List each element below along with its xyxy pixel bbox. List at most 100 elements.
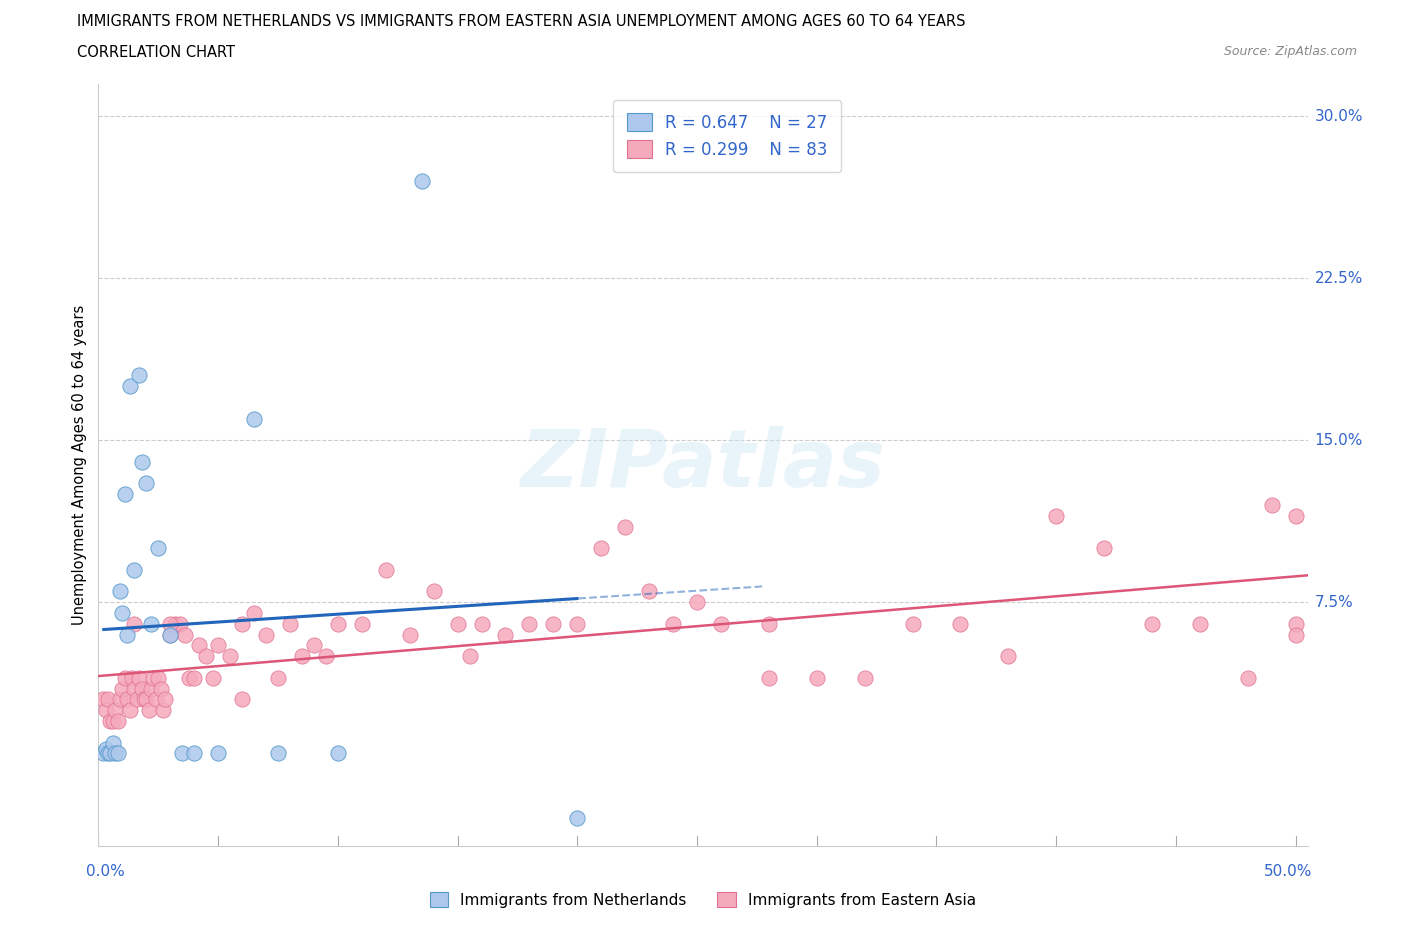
Point [458,649,481,664]
Point [155,692,177,707]
Point [267,671,290,685]
Point [104,746,127,761]
Point [107,746,129,761]
Point [115,627,138,642]
Point [1092,540,1115,555]
Point [495,627,517,642]
Point [411,174,433,189]
Point [219,649,242,664]
Point [758,617,780,631]
Point [806,671,828,685]
Point [1284,627,1306,642]
Point [128,671,150,685]
Text: Source: ZipAtlas.com: Source: ZipAtlas.com [1223,45,1357,58]
Point [567,811,589,826]
Point [470,617,492,631]
Point [519,617,541,631]
Point [614,519,637,534]
Point [901,617,924,631]
Point [97,746,120,761]
Point [135,692,157,707]
Point [183,746,205,761]
Point [374,563,396,578]
Point [591,540,613,555]
Point [267,746,290,761]
Point [163,617,186,631]
Point [202,671,225,685]
Point [159,627,181,642]
Point [148,540,170,555]
Point [291,649,314,664]
Point [188,638,211,653]
Point [446,617,468,631]
Point [710,617,733,631]
Point [152,703,174,718]
Point [543,617,565,631]
Point [638,584,661,599]
Point [108,584,131,599]
Point [94,703,117,718]
Point [101,735,124,750]
Point [326,746,349,761]
Point [179,671,201,685]
Point [97,692,120,707]
Point [1260,498,1282,512]
Y-axis label: Unemployment Among Ages 60 to 64 years: Unemployment Among Ages 60 to 64 years [72,305,87,625]
Point [243,411,266,426]
Point [949,617,972,631]
Point [100,746,122,761]
Point [302,638,325,653]
Point [107,713,129,728]
Point [100,713,122,728]
Point [111,681,134,696]
Text: IMMIGRANTS FROM NETHERLANDS VS IMMIGRANTS FROM EASTERN ASIA UNEMPLOYMENT AMONG A: IMMIGRANTS FROM NETHERLANDS VS IMMIGRANT… [77,14,966,29]
Point [350,617,373,631]
Point [135,476,157,491]
Text: ZIPatlas: ZIPatlas [520,426,886,504]
Point [231,692,253,707]
Point [132,692,155,707]
Point [159,617,181,631]
Point [758,671,780,685]
Point [853,671,876,685]
Text: 50.0%: 50.0% [1264,864,1312,879]
Point [111,605,134,620]
Point [131,455,153,470]
Text: 22.5%: 22.5% [1315,271,1364,286]
Point [118,703,141,718]
Point [173,627,195,642]
Text: CORRELATION CHART: CORRELATION CHART [77,45,235,60]
Point [231,617,253,631]
Point [149,681,172,696]
Point [398,627,420,642]
Point [131,681,153,696]
Point [1045,509,1067,524]
Point [326,617,349,631]
Point [1188,617,1211,631]
Point [124,563,146,578]
Point [1284,509,1306,524]
Point [662,617,685,631]
Point [128,368,150,383]
Point [91,692,114,707]
Point [124,617,146,631]
Point [254,627,277,642]
Point [207,638,229,653]
Point [1284,617,1306,631]
Legend: Immigrants from Netherlands, Immigrants from Eastern Asia: Immigrants from Netherlands, Immigrants … [422,884,984,915]
Point [278,617,301,631]
Point [195,649,218,664]
Point [145,692,167,707]
Point [159,627,181,642]
Point [243,605,266,620]
Text: 15.0%: 15.0% [1315,432,1364,447]
Point [115,692,138,707]
Point [138,703,160,718]
Point [124,681,146,696]
Point [142,671,165,685]
Text: 0.0%: 0.0% [86,864,125,879]
Point [315,649,337,664]
Text: 7.5%: 7.5% [1315,594,1354,610]
Point [104,703,127,718]
Point [1236,671,1258,685]
